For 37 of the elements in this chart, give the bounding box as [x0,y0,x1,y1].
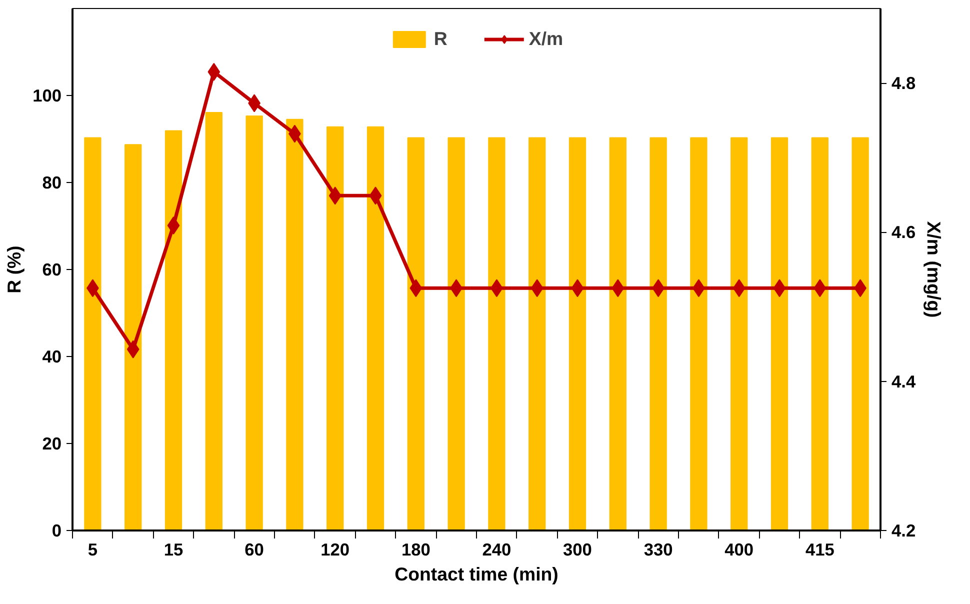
point [571,279,584,298]
point [369,186,382,205]
x-tick-label: 330 [644,540,673,560]
y2-axis-title: X/m (mg/g) [924,221,945,318]
y-tick-label: 20 [42,434,62,454]
y2-tick-label: 4.8 [892,73,916,94]
y-tick-label: 100 [32,86,62,106]
y-tick-label: 80 [42,172,62,192]
point [773,279,786,298]
x-tick-label: 60 [244,540,264,560]
point [328,186,342,205]
point [814,279,826,298]
y-tick-label: 0 [52,520,62,540]
x-tick-label: 120 [320,540,350,560]
point [612,279,624,298]
x-tick-label: 415 [805,540,835,560]
point [410,279,422,298]
point [126,340,140,358]
y-tick-label: 60 [42,260,62,280]
point [167,216,180,235]
y-tick-label: 40 [42,346,62,366]
x-axis-title: Contact time (min) [394,564,558,584]
legend-label: X/m [528,28,564,50]
point [732,279,746,298]
x-tick-label: 240 [482,540,512,560]
legend-label: R [434,28,448,50]
x-tick-label: 180 [401,540,430,560]
point [530,279,544,298]
point [208,62,220,81]
x-tick-label: 400 [724,540,754,560]
y2-tick-label: 4.4 [892,371,916,392]
x-tick-label: 300 [563,540,592,560]
x-tick-label: 15 [164,540,184,560]
y2-tick-label: 4.6 [892,222,916,242]
x-tick-label: 5 [88,540,98,560]
y2-tick-label: 4.2 [892,520,916,540]
y-axis-title: R (%) [4,246,25,294]
